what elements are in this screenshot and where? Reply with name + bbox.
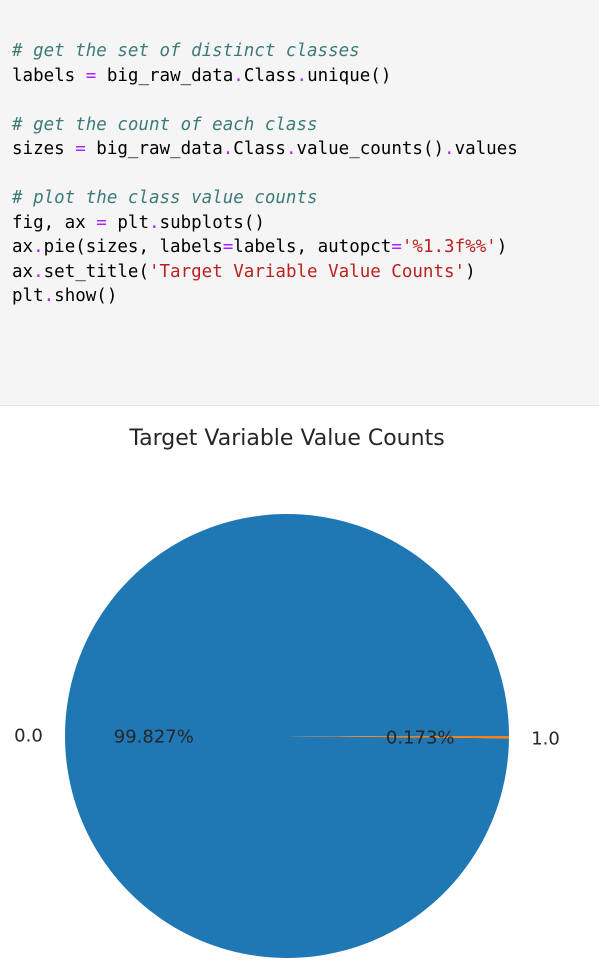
code-token: . (233, 65, 244, 86)
pie-chart: Target Variable Value Counts 0.0 99.827% 1… (14, 426, 560, 958)
code-token: # get the set of distinct classes (12, 41, 360, 61)
code-token: fig, ax (12, 212, 97, 233)
code-token: # get the count of each class (12, 114, 318, 135)
code-token: ) (465, 261, 476, 282)
code-token: ax (12, 261, 34, 282)
pie-slices (65, 513, 510, 958)
chart-title: Target Variable Value Counts (128, 426, 444, 451)
pie-percent-label: 99.827% (114, 726, 194, 747)
pie-slice-1.0 (287, 736, 509, 739)
code-token: labels, autopct (233, 237, 392, 257)
code-token: big_raw_data (96, 65, 234, 86)
code-line: # plot the class value counts (12, 186, 518, 211)
code-token: . (149, 212, 160, 233)
code-editor[interactable]: # get the set of distinct classes labels … (12, 39, 518, 309)
code-token: . (222, 139, 234, 159)
code-line: labels = big_raw_data.Class.unique() (12, 64, 518, 89)
code-token: . (285, 139, 297, 159)
code-token: 'Target Variable Value Counts' (148, 261, 466, 282)
pie-labels: 0.0 99.827% 1.0 0.173% (14, 726, 560, 750)
pie-percent-label: 0.173% (386, 728, 455, 749)
code-token: unique() (307, 65, 392, 86)
output-area: Target Variable Value Counts 0.0 99.827% 1… (0, 406, 599, 972)
code-line: ax.set_title('Target Variable Value Coun… (12, 260, 518, 285)
code-token: plt (12, 286, 44, 306)
code-token: . (33, 261, 44, 282)
pie-category-label: 0.0 (14, 726, 43, 747)
code-token: pie(sizes, labels (43, 237, 223, 257)
code-token: Class (243, 65, 297, 86)
code-token: subplots() (159, 212, 265, 233)
code-token: values (454, 139, 518, 159)
code-line: # get the set of distinct classes (12, 39, 518, 64)
code-token: = (85, 65, 97, 86)
code-token: value_counts() (296, 139, 445, 159)
code-token: Class (233, 139, 286, 159)
code-token: plt (106, 212, 149, 233)
code-line (12, 88, 518, 113)
code-token: ax (12, 237, 34, 257)
code-line: # get the count of each class (12, 113, 518, 138)
code-token: = (222, 237, 234, 257)
code-token: show() (54, 286, 118, 306)
code-token: '%1.3f%%' (401, 237, 497, 257)
code-token: = (391, 237, 402, 257)
code-token: = (75, 139, 86, 159)
code-line: sizes = big_raw_data.Class.value_counts(… (12, 137, 518, 162)
code-token: labels (12, 65, 86, 86)
code-line: plt.show() (12, 284, 518, 309)
code-cell[interactable]: # get the set of distinct classes labels … (0, 0, 599, 406)
pie-slice-0.0 (65, 513, 510, 958)
code-token: sizes (12, 139, 76, 159)
code-line: ax.pie(sizes, labels=labels, autopct='%1… (12, 235, 518, 260)
code-token: . (296, 65, 308, 86)
code-line: fig, ax = plt.subplots() (12, 211, 518, 236)
code-line (12, 162, 518, 187)
code-token: set_title( (43, 261, 149, 282)
code-token: . (33, 237, 44, 257)
code-token: = (96, 212, 107, 233)
code-token: ) (496, 237, 508, 257)
code-token: # plot the class value counts (12, 188, 318, 208)
code-token: . (444, 139, 455, 159)
code-token: . (43, 286, 55, 306)
pie-category-label: 1.0 (531, 728, 560, 749)
code-token: big_raw_data (85, 139, 223, 159)
